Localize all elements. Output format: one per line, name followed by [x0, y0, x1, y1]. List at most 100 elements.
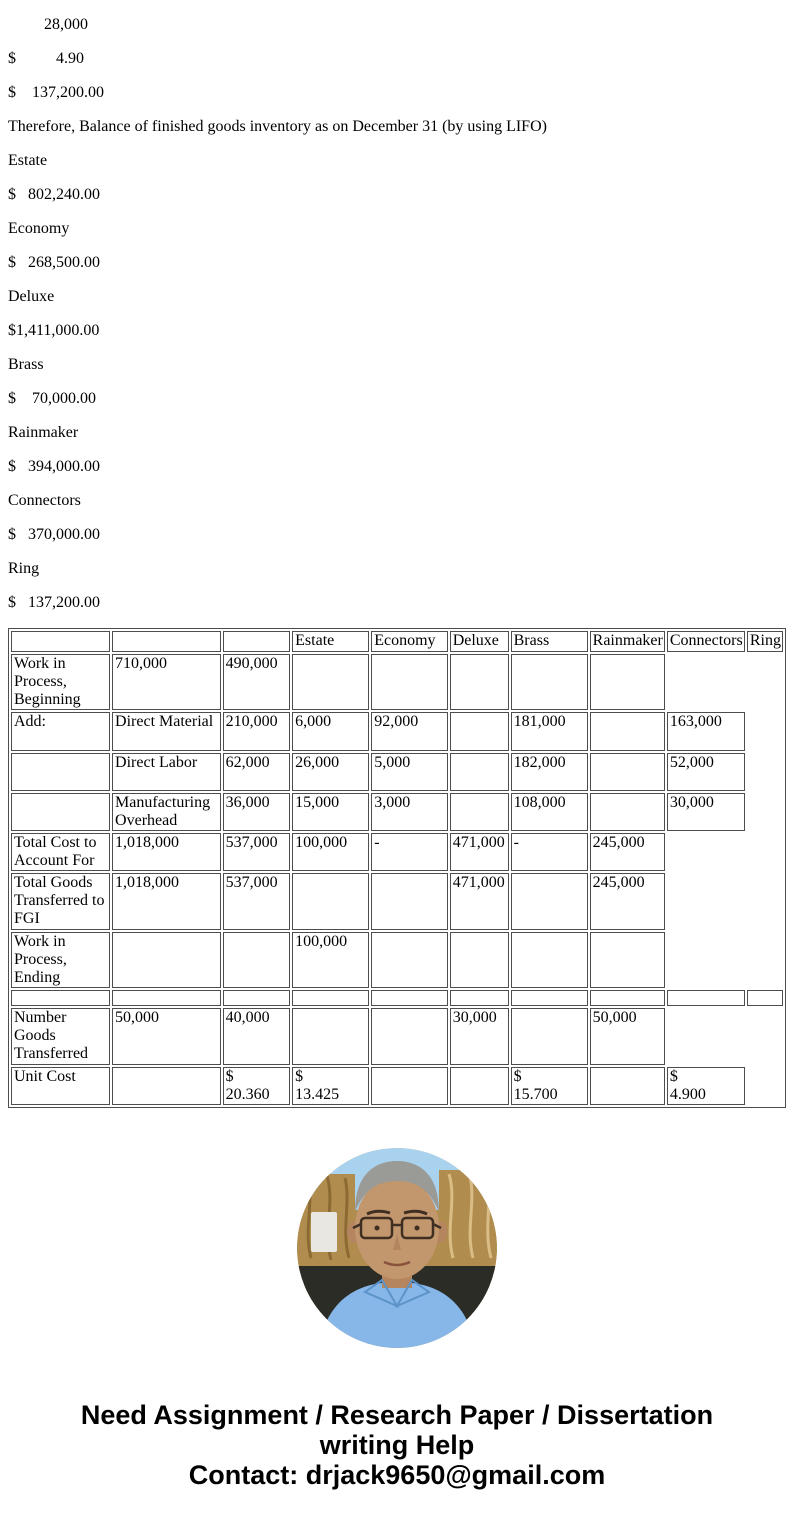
face: [355, 1177, 439, 1279]
hair: [355, 1161, 439, 1212]
table-cell: [449, 990, 509, 1006]
column-header-cell: [11, 631, 111, 652]
table-cell: [510, 654, 588, 710]
table-cell: [449, 712, 509, 751]
column-header-cell: Rainmaker: [589, 631, 665, 652]
intro-line: $ 137,200.00: [8, 84, 104, 101]
table-cell: 163,000: [666, 712, 745, 751]
intro-line: Therefore, Balance of finished goods inv…: [8, 118, 547, 135]
left-eye: [374, 1225, 380, 1231]
table-row: Manufacturing Overhead 36,000 15,000 3,000 1…: [11, 793, 783, 831]
table-cell: [371, 990, 448, 1006]
table-cell: [589, 654, 665, 710]
table-cell: 30,000: [666, 793, 745, 831]
table-cell: Direct Labor: [112, 753, 221, 791]
table-cell: [292, 1008, 370, 1065]
table-cell: [589, 793, 665, 831]
table-cell: 108,000: [510, 793, 588, 831]
table-cell: 182,000: [510, 753, 588, 791]
person-portrait-image: [297, 1148, 497, 1348]
table-cell: $ 20.360: [222, 1067, 291, 1105]
table-row: Total Cost to Account For 1,018,000 537,00…: [11, 833, 783, 871]
table-cell: [589, 753, 665, 791]
intro-line: $ 137,200.00: [8, 594, 100, 611]
table-cell: [371, 1008, 448, 1065]
table-cell: [449, 932, 509, 988]
collar: [362, 1278, 432, 1309]
table-cell: Manufacturing Overhead: [112, 793, 221, 831]
intro-line: Ring: [8, 560, 40, 577]
table-cell: 3,000: [371, 793, 448, 831]
table-cell: [510, 990, 588, 1006]
footer-contact-email: Contact: drjack9650@gmail.com: [188, 1460, 606, 1490]
table-cell: [510, 1008, 588, 1065]
intro-line: $ 4.90: [8, 50, 84, 67]
table-cell: [371, 873, 448, 930]
table-row: Unit Cost $ 20.360 $ 13.425 $ 15.700 $ 4.900: [11, 1067, 783, 1105]
table-cell: [589, 712, 665, 751]
table-cell: [449, 654, 509, 710]
column-header-cell: Economy: [371, 631, 448, 652]
table-row: Number Goods Transferred 50,000 40,000 30,0…: [11, 1008, 783, 1065]
table-cell: Number Goods Transferred: [11, 1008, 111, 1065]
intro-line: Brass: [8, 356, 44, 373]
intro-line: $ 370,000.00: [8, 526, 100, 543]
table-cell: [11, 753, 111, 791]
table-cell: 471,000: [449, 873, 509, 930]
table-cell: 50,000: [589, 1008, 665, 1065]
intro-line: Rainmaker: [8, 424, 79, 441]
shirt: [317, 1282, 477, 1348]
column-header-cell: Brass: [510, 631, 588, 652]
footer-ad: Need Assignment / Research Paper / Disse…: [8, 1400, 786, 1490]
table-cell: $ 15.700: [510, 1067, 588, 1105]
table-cell: 26,000: [292, 753, 370, 791]
column-header-cell: [112, 631, 221, 652]
table-cell: [510, 873, 588, 930]
right-eye: [414, 1225, 420, 1231]
table-row: Work in Process, Ending 100,000: [11, 932, 783, 988]
table-cell: [292, 654, 370, 710]
table-cell: 100,000: [292, 833, 370, 871]
column-header-cell: Connectors: [666, 631, 745, 652]
table-cell: [371, 932, 448, 988]
intro-line: $ 70,000.00: [8, 390, 96, 407]
table-cell: [510, 932, 588, 988]
table-row: Add: Direct Material 210,000 6,000 92,000 181…: [11, 712, 783, 751]
table-cell: 100,000: [292, 932, 370, 988]
column-header-cell: Estate: [292, 631, 370, 652]
intro-line: $1,411,000.00: [8, 322, 100, 339]
table-cell: [292, 990, 370, 1006]
table-cell: 210,000: [222, 712, 291, 751]
table-cell: [292, 873, 370, 930]
intro-text: $ 4.90 28,000$ 4.90$ 137,200.00Therefore…: [8, 0, 786, 612]
table-cell: [11, 793, 111, 831]
table-cell: [112, 1067, 221, 1105]
intro-line: Economy: [8, 220, 70, 237]
eyebrows: [366, 1209, 428, 1216]
wall-outlet: [311, 1212, 337, 1252]
table-cell: [11, 990, 111, 1006]
table-cell: Work in Process, Ending: [11, 932, 111, 988]
intro-line: Connectors: [8, 492, 81, 509]
table-cell: 1,018,000: [112, 833, 221, 871]
intro-line: $ 268,500.00: [8, 254, 100, 271]
intro-line: 28,000: [8, 16, 88, 33]
table-cell: [112, 932, 221, 988]
intro-line: $ 394,000.00: [8, 458, 100, 475]
table-cell: 30,000: [449, 1008, 509, 1065]
table-cell: 537,000: [222, 833, 291, 871]
table-cell: Direct Material: [112, 712, 221, 751]
table-cell: Total Goods Transferred to FGI: [11, 873, 111, 930]
table-cell: 92,000: [371, 712, 448, 751]
table-row: Direct Labor 62,000 26,000 5,000 182,000 52,0…: [11, 753, 783, 791]
table-cell: [449, 753, 509, 791]
table-cell: [589, 1067, 665, 1105]
table-cell: $ 4.900: [666, 1067, 745, 1105]
table-row: Estate Economy Deluxe Brass Rainmaker Connect…: [11, 631, 783, 652]
table-cell: [371, 654, 448, 710]
table-cell: $ 13.425: [292, 1067, 370, 1105]
column-header-cell: Ring: [746, 631, 783, 652]
table-cell: 245,000: [589, 833, 665, 871]
table-row: Total Goods Transferred to FGI 1,018,000 5…: [11, 873, 783, 930]
glasses-icon: [352, 1216, 442, 1240]
